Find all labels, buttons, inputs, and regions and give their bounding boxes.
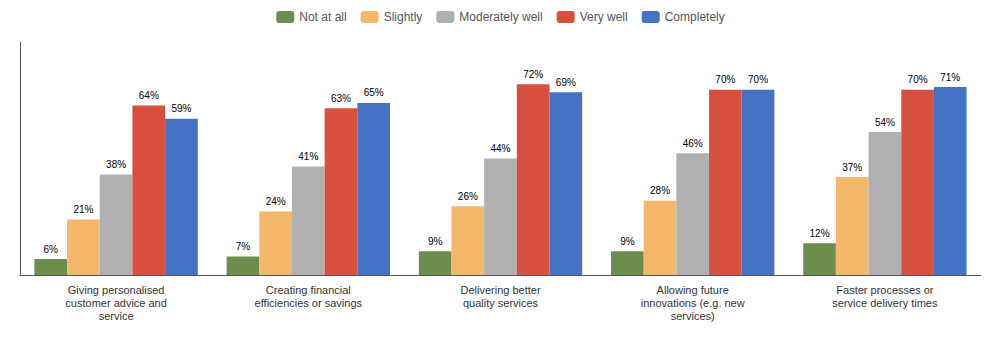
svg-text:customer advice and: customer advice and: [65, 297, 167, 309]
svg-text:Delivering better: Delivering better: [460, 284, 540, 296]
svg-text:7%: 7%: [236, 241, 251, 252]
svg-text:70%: 70%: [715, 74, 735, 85]
svg-text:38%: 38%: [106, 159, 126, 170]
svg-text:26%: 26%: [458, 191, 478, 202]
svg-text:71%: 71%: [940, 72, 960, 83]
svg-text:44%: 44%: [490, 143, 510, 154]
svg-text:63%: 63%: [331, 93, 351, 104]
svg-text:72%: 72%: [523, 69, 543, 80]
svg-text:Not at all: Not at all: [299, 10, 346, 24]
svg-text:70%: 70%: [748, 74, 768, 85]
svg-text:innovations (e.g. new: innovations (e.g. new: [641, 297, 745, 309]
svg-text:Moderately well: Moderately well: [459, 10, 542, 24]
svg-text:6%: 6%: [44, 244, 59, 255]
svg-text:24%: 24%: [266, 196, 286, 207]
svg-text:Slightly: Slightly: [384, 10, 423, 24]
svg-text:efficiencies or savings: efficiencies or savings: [255, 297, 363, 309]
svg-text:Faster processes or: Faster processes or: [836, 284, 934, 296]
svg-text:Allowing future: Allowing future: [657, 284, 729, 296]
svg-text:41%: 41%: [298, 151, 318, 162]
svg-text:9%: 9%: [428, 236, 443, 247]
svg-text:service: service: [99, 310, 134, 322]
svg-text:Very well: Very well: [580, 10, 628, 24]
svg-text:28%: 28%: [650, 185, 670, 196]
svg-text:70%: 70%: [908, 74, 928, 85]
svg-text:Creating financial: Creating financial: [266, 284, 351, 296]
svg-text:54%: 54%: [875, 117, 895, 128]
svg-text:Completely: Completely: [665, 10, 725, 24]
svg-text:65%: 65%: [364, 87, 384, 98]
svg-text:46%: 46%: [683, 138, 703, 149]
svg-text:Giving personalised: Giving personalised: [68, 284, 165, 296]
svg-text:12%: 12%: [810, 228, 830, 239]
svg-text:service delivery times: service delivery times: [832, 297, 938, 309]
svg-text:59%: 59%: [171, 103, 191, 114]
svg-text:quality services: quality services: [463, 297, 539, 309]
svg-text:9%: 9%: [620, 236, 635, 247]
svg-text:services): services): [671, 310, 715, 322]
svg-text:21%: 21%: [73, 204, 93, 215]
svg-text:37%: 37%: [842, 162, 862, 173]
svg-text:69%: 69%: [556, 77, 576, 88]
svg-text:64%: 64%: [139, 90, 159, 101]
